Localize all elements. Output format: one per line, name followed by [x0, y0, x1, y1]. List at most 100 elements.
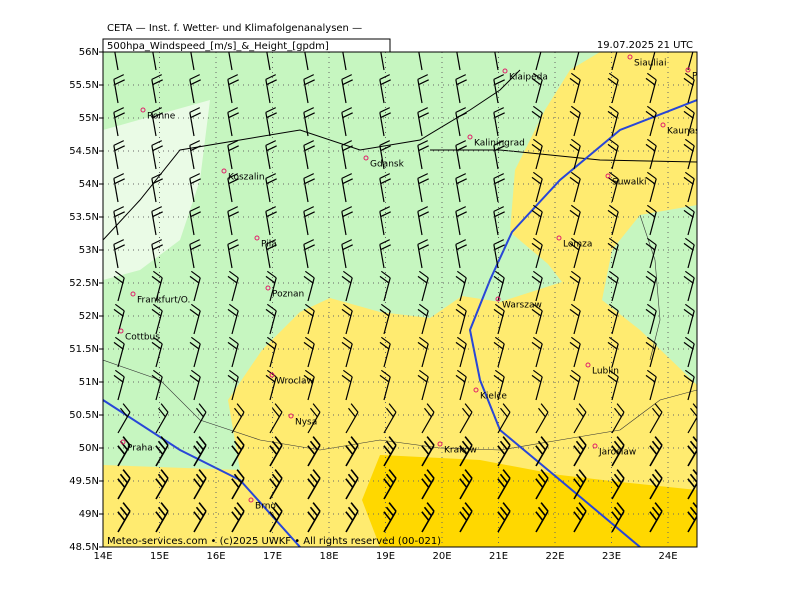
- wind-barb: [231, 436, 245, 467]
- barb-staff: [341, 145, 347, 170]
- wind-barb: [345, 436, 359, 467]
- barb-staff: [611, 178, 619, 203]
- wind-barb: [227, 369, 239, 401]
- wind-barb: [265, 206, 277, 236]
- wind-barb: [573, 502, 587, 533]
- barb-staff: [193, 444, 207, 467]
- barb-feather: [687, 445, 696, 455]
- barb-staff: [535, 411, 549, 434]
- barb-staff: [266, 52, 271, 71]
- wind-barb: [417, 206, 429, 236]
- barb-staff: [455, 79, 461, 104]
- barb-feather: [190, 211, 201, 218]
- wind-barb: [227, 107, 239, 137]
- barb-staff: [687, 79, 695, 104]
- barb-staff: [493, 79, 499, 104]
- barb-feather: [464, 469, 473, 479]
- barb-feather: [608, 204, 619, 213]
- lat-label: 51.5N: [69, 344, 99, 355]
- barb-feather: [274, 403, 283, 413]
- lon-label: 24E: [658, 551, 677, 562]
- wind-barb: [265, 140, 277, 170]
- barb-feather: [684, 369, 695, 378]
- wind-barb: [341, 270, 353, 302]
- barb-feather: [616, 436, 625, 446]
- barb-feather: [418, 79, 429, 86]
- wind-barb: [607, 204, 619, 236]
- barb-staff: [421, 277, 429, 302]
- barb-feather: [455, 239, 467, 245]
- barb-staff: [265, 244, 271, 269]
- barb-feather: [684, 237, 695, 246]
- wind-barb: [189, 107, 201, 137]
- barb-feather: [274, 502, 283, 512]
- wind-barb: [114, 52, 119, 71]
- wind-barb: [189, 239, 201, 269]
- barb-feather: [383, 445, 392, 455]
- barb-feather: [265, 206, 277, 212]
- barb-feather: [379, 107, 391, 113]
- barb-feather: [575, 440, 584, 451]
- barb-feather: [455, 107, 467, 113]
- barb-feather: [385, 473, 394, 484]
- barb-staff: [573, 411, 587, 434]
- lon-label: 18E: [319, 551, 338, 562]
- wind-barb: [117, 436, 131, 467]
- barb-staff: [535, 112, 543, 137]
- barb-staff: [269, 444, 283, 467]
- barb-feather: [265, 140, 277, 146]
- city-marker: [120, 439, 126, 445]
- wind-barb: [455, 303, 467, 335]
- barb-feather: [227, 308, 238, 317]
- barb-feather: [531, 176, 542, 185]
- barb-feather: [499, 440, 508, 451]
- wind-barb: [683, 336, 695, 368]
- wind-barb: [535, 469, 549, 500]
- barb-feather: [227, 107, 239, 113]
- barb-feather: [494, 244, 505, 251]
- city-label: Pila: [261, 240, 277, 250]
- wind-barb: [569, 171, 581, 203]
- barb-feather: [532, 171, 543, 180]
- barb-staff: [193, 510, 207, 533]
- barb-staff: [535, 178, 543, 203]
- barb-feather: [417, 374, 428, 383]
- wind-barb: [345, 469, 359, 500]
- wind-barb: [417, 239, 429, 269]
- barb-feather: [265, 374, 276, 383]
- barb-feather: [652, 407, 660, 418]
- product: 500hpa_Windspeed_[m/s]_&_Height_[gpdm]: [107, 41, 329, 52]
- wind-barb: [227, 74, 239, 104]
- product-box: [102, 38, 391, 53]
- wind-barb: [569, 237, 581, 269]
- barb-feather: [379, 341, 390, 350]
- city-marker: [437, 441, 443, 447]
- wind-barb: [151, 239, 163, 269]
- barb-feather: [607, 275, 618, 284]
- barb-feather: [531, 308, 542, 317]
- barb-staff: [269, 477, 283, 500]
- wind-barb: [573, 52, 580, 71]
- wind-barb: [151, 303, 163, 335]
- barb-feather: [228, 303, 239, 312]
- barb-feather: [266, 145, 277, 152]
- lat-label: 54.5N: [69, 146, 99, 157]
- barb-feather: [152, 145, 163, 152]
- barb-feather: [683, 176, 694, 185]
- barb-feather: [122, 469, 131, 479]
- wind-barb: [265, 74, 277, 104]
- city-marker: [248, 497, 254, 503]
- barb-feather: [502, 403, 511, 413]
- barb-staff: [649, 211, 657, 236]
- barb-feather: [341, 173, 353, 179]
- barb-feather: [113, 341, 124, 350]
- lat-label: 53N: [79, 245, 99, 256]
- barb-staff: [573, 477, 587, 500]
- barb-feather: [532, 204, 543, 213]
- barb-staff: [649, 376, 657, 401]
- wind-barb: [379, 107, 391, 137]
- wind-barb: [611, 52, 618, 71]
- barb-feather: [231, 478, 240, 488]
- city-label: Koszalin: [228, 173, 265, 183]
- barb-feather: [687, 478, 696, 488]
